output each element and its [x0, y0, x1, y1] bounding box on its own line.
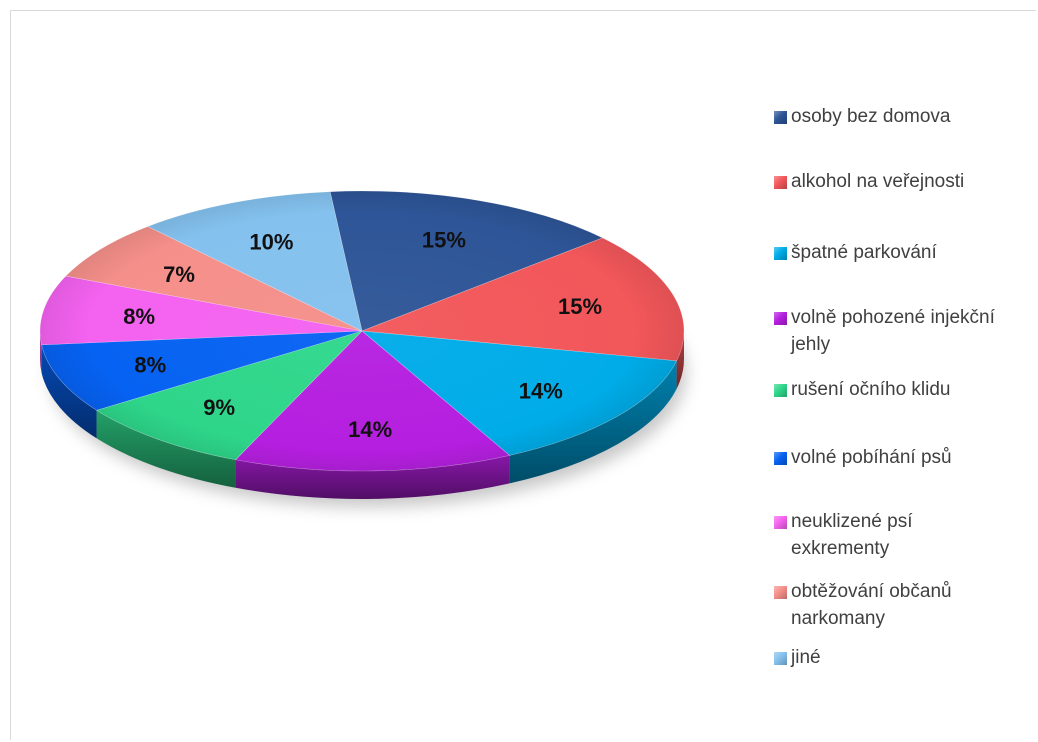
legend-swatch — [774, 312, 787, 325]
pie-slice-label: 7% — [163, 262, 195, 287]
legend-label-line: volně pohozené injekční — [791, 307, 995, 328]
legend-item: osoby bez domova — [774, 106, 1036, 130]
pie-slice — [361, 330, 678, 456]
legend-swatch — [774, 652, 787, 665]
pie-labels: 15% 15% 14% 14% 9% 8% 8% 7% 10% — [123, 228, 602, 442]
pie-slice — [65, 226, 363, 332]
legend-item: alkohol na veřejnosti — [774, 171, 1036, 195]
legend-label-line: jehly — [791, 334, 831, 355]
pie-slice-label: 14% — [348, 417, 392, 442]
legend-item: volné pobíhání psů — [774, 447, 1036, 471]
pie-slice — [41, 330, 363, 411]
pie-slice-side — [41, 344, 97, 439]
pie-slice — [39, 275, 363, 346]
pie-slice-side — [676, 331, 684, 389]
pie-slice-label: 14% — [519, 379, 563, 404]
legend-item: rušení očního klidu — [774, 379, 1036, 403]
pie-slice-side — [96, 410, 236, 488]
legend-label: špatné parkování — [791, 239, 937, 266]
pie-top — [39, 190, 685, 472]
pie-slice — [361, 237, 685, 362]
legend-swatch — [774, 586, 787, 599]
legend-label-line: alkohol na veřejnosti — [791, 171, 965, 192]
pie-sides — [40, 331, 684, 499]
legend-label-line: rušení očního klidu — [791, 379, 951, 400]
legend-label: alkohol na veřejnosti — [791, 168, 964, 195]
legend-label: neuklizené psí exkrementy — [791, 508, 912, 562]
legend-swatch — [774, 247, 787, 260]
legend-label-line: jiné — [791, 647, 821, 668]
pie-slice-label: 15% — [422, 228, 466, 253]
pie-slice-label: 8% — [123, 304, 155, 329]
pie-slice-label: 8% — [134, 353, 166, 378]
pie-slice — [147, 191, 363, 332]
pie-slice-label: 9% — [203, 395, 235, 420]
legend-label: obtěžování občanů narkomany — [791, 578, 952, 632]
chart-frame — [10, 10, 1036, 740]
legend-item: obtěžování občanů narkomany — [774, 581, 1036, 632]
legend-label-line: volné pobíhání psů — [791, 447, 952, 468]
pie-slice-label: 15% — [558, 294, 602, 319]
legend-swatch — [774, 111, 787, 124]
legend-label-line: narkomany — [791, 608, 885, 629]
legend-label-line: osoby bez domova — [791, 106, 951, 127]
pie-slice — [95, 330, 363, 461]
legend-label-line: obtěžování občanů — [791, 581, 952, 602]
legend-item: špatné parkování — [774, 242, 1036, 266]
legend-label-line: neuklizené psí — [791, 511, 913, 532]
legend-label-line: exkrementy — [791, 538, 890, 559]
legend-swatch — [774, 452, 787, 465]
pie-slice — [234, 330, 511, 472]
legend-label: rušení očního klidu — [791, 376, 951, 403]
legend-item: neuklizené psí exkrementy — [774, 511, 1036, 562]
legend-label: osoby bez domova — [791, 103, 951, 130]
legend-label: volné pobíhání psů — [791, 444, 952, 471]
legend-item: jiné — [774, 647, 1036, 671]
legend-label: jiné — [791, 644, 821, 671]
legend-swatch — [774, 384, 787, 397]
legend-label-line: špatné parkování — [791, 242, 937, 263]
pie-slice-side — [40, 331, 42, 373]
legend-swatch — [774, 516, 787, 529]
legend-item: volně pohozené injekční jehly — [774, 307, 1036, 358]
pie-slice-side — [509, 360, 677, 484]
pie-slice-side — [235, 455, 510, 499]
legend-swatch — [774, 176, 787, 189]
pie-slice-label: 10% — [249, 229, 293, 254]
pie-slice — [329, 190, 604, 332]
legend-label: volně pohozené injekční jehly — [791, 304, 995, 358]
